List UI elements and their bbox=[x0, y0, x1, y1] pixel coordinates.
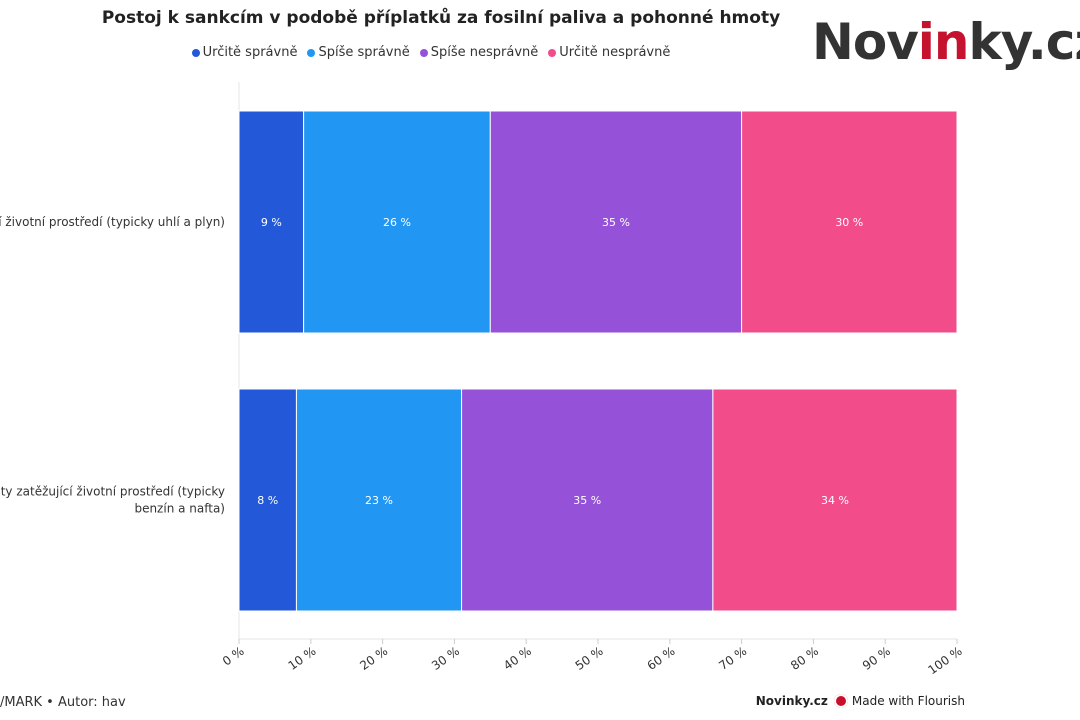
legend-swatch bbox=[548, 48, 557, 57]
footer-brand[interactable]: Novinky.cz bbox=[755, 694, 828, 708]
legend-item-0[interactable]: Určitě správně bbox=[191, 45, 298, 60]
bar-data-label: 8 % bbox=[257, 494, 278, 507]
bar-data-label: 23 % bbox=[365, 494, 393, 507]
legend-label: Spíše správně bbox=[318, 45, 410, 60]
category-label: benzín a nafta) bbox=[134, 502, 225, 516]
logo-suffix: ky.cz bbox=[968, 13, 1080, 71]
bar-segment bbox=[461, 388, 714, 612]
legend: Určitě správně Spíše správně Spíše nespráv… bbox=[0, 45, 862, 60]
bar-segment bbox=[238, 388, 297, 612]
x-tick-label: 50 % bbox=[573, 644, 606, 673]
x-tick-label: 40 % bbox=[501, 644, 534, 673]
bar-data-label: 35 % bbox=[573, 494, 601, 507]
legend-swatch bbox=[191, 48, 200, 57]
legend-label: Spíše nesprávně bbox=[430, 45, 539, 60]
novinky-logo: Novinky.cz bbox=[812, 12, 1080, 72]
bar-data-label: 9 % bbox=[261, 216, 282, 229]
logo-accent: in bbox=[917, 13, 970, 71]
made-with-flourish[interactable]: Made with Flourish bbox=[851, 694, 965, 708]
legend-swatch bbox=[419, 48, 428, 57]
bar-segment bbox=[489, 110, 743, 334]
source-credit: /MARK • Autor: hav bbox=[0, 695, 126, 710]
bar-data-label: 34 % bbox=[821, 494, 849, 507]
legend-item-2[interactable]: Spíše nesprávně bbox=[419, 45, 539, 60]
x-tick-label: 10 % bbox=[286, 644, 319, 673]
x-tick-label: 90 % bbox=[860, 644, 893, 673]
legend-item-1[interactable]: Spíše správně bbox=[307, 45, 410, 60]
x-tick-label: 30 % bbox=[429, 644, 462, 673]
bar-segment bbox=[741, 110, 958, 334]
bar-data-label: 35 % bbox=[602, 216, 630, 229]
x-tick-label: 20 % bbox=[357, 644, 390, 673]
chart-title: Postoj k sankcím v podobě příplatků za f… bbox=[101, 8, 781, 28]
category-label: ící životní prostředí (typicky uhlí a pl… bbox=[0, 215, 225, 229]
legend-label: Určitě nesprávně bbox=[559, 45, 671, 60]
legend-label: Určitě správně bbox=[202, 45, 298, 60]
x-tick-label: 0 % bbox=[220, 644, 247, 669]
legend-item-3[interactable]: Určitě nesprávně bbox=[548, 45, 670, 60]
legend-swatch bbox=[307, 48, 316, 57]
flourish-icon bbox=[833, 694, 848, 708]
x-tick-label: 80 % bbox=[788, 644, 821, 673]
bar-segment bbox=[303, 110, 491, 334]
bar-data-label: 30 % bbox=[835, 216, 863, 229]
category-label: moty zatěžující životní prostředí (typic… bbox=[0, 485, 225, 499]
logo-prefix: Nov bbox=[812, 13, 919, 71]
footer-branding: Novinky.cz Made with Flourish bbox=[756, 694, 965, 708]
x-tick-label: 60 % bbox=[645, 644, 678, 673]
bar-segment bbox=[295, 388, 463, 612]
x-tick-label: 100 % bbox=[925, 644, 964, 677]
bar-data-label: 26 % bbox=[383, 216, 411, 229]
x-tick-label: 70 % bbox=[716, 644, 749, 673]
bar-segment bbox=[712, 388, 958, 612]
bar-segment bbox=[238, 110, 305, 334]
